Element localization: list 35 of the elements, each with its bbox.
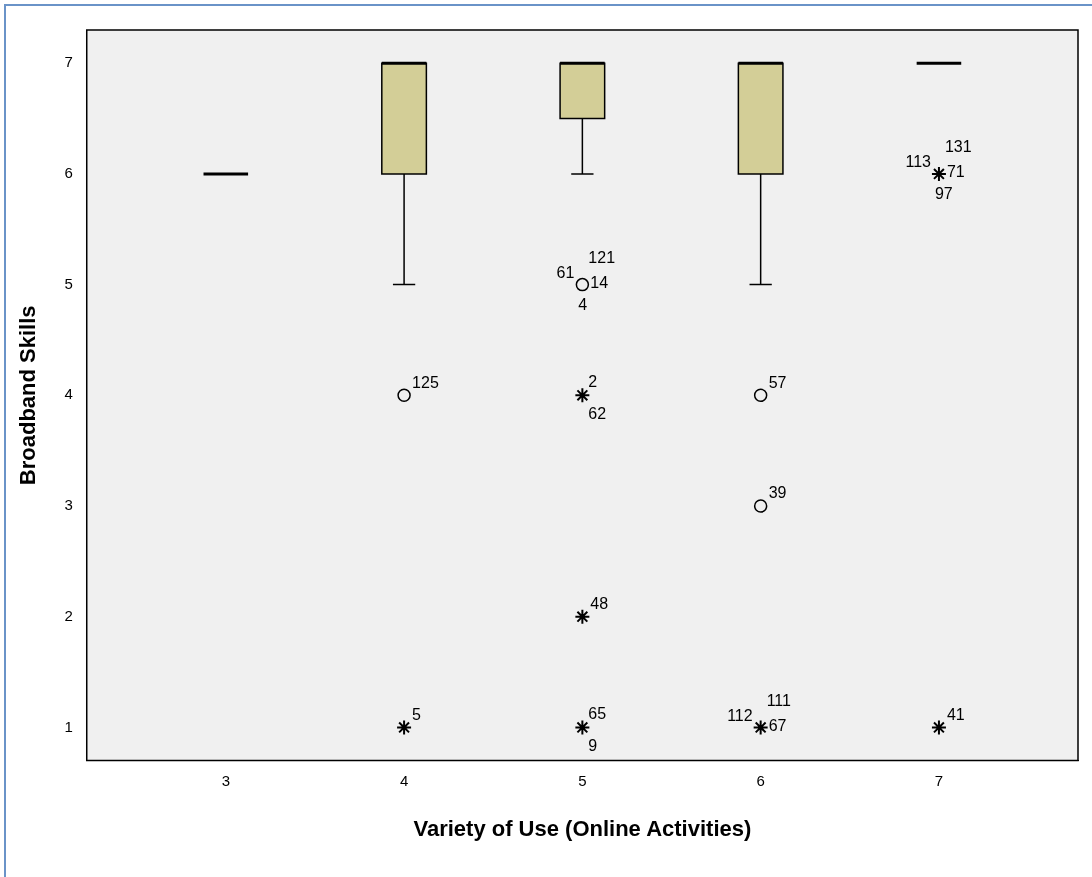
x-tick-label: 4 [399,771,409,789]
annotation: 62 [588,404,607,422]
x-tick-label: 7 [934,771,944,789]
annotation: 48 [590,595,609,613]
annotation: 5 [412,705,422,723]
annotation: 41 [946,705,965,723]
y-tick-label: 6 [64,164,73,182]
annotation: 67 [768,716,787,734]
x-tick-label: 5 [578,771,587,789]
y-tick-label: 4 [64,385,73,403]
annotation: 111 [766,691,792,709]
x-tick-label: 3 [221,771,230,789]
x-tick-label: 6 [756,771,765,789]
y-tick-label: 7 [64,53,73,71]
annotation: 2 [588,372,598,390]
annotation: 65 [588,704,607,722]
annotation: 97 [934,185,953,203]
y-tick-label: 5 [64,274,73,292]
annotation: 113 [905,153,932,171]
annotation: 112 [727,706,753,724]
annotation: 71 [946,163,965,181]
annotation: 39 [768,484,787,502]
annotation: 4 [578,296,588,314]
y-tick-label: 2 [64,606,73,624]
annotation: 131 [944,138,972,156]
y-tick-label: 1 [64,717,73,735]
y-axis-title: Broadband Skills [15,305,41,486]
annotation: 121 [588,249,616,267]
annotation: 57 [768,373,787,391]
x-axis-title: Variety of Use (Online Activities) [413,815,752,841]
y-tick-label: 3 [64,496,73,514]
annotation: 61 [556,264,575,282]
annotation: 125 [412,373,439,391]
annotation: 14 [590,274,609,292]
annotation: 9 [588,736,598,754]
